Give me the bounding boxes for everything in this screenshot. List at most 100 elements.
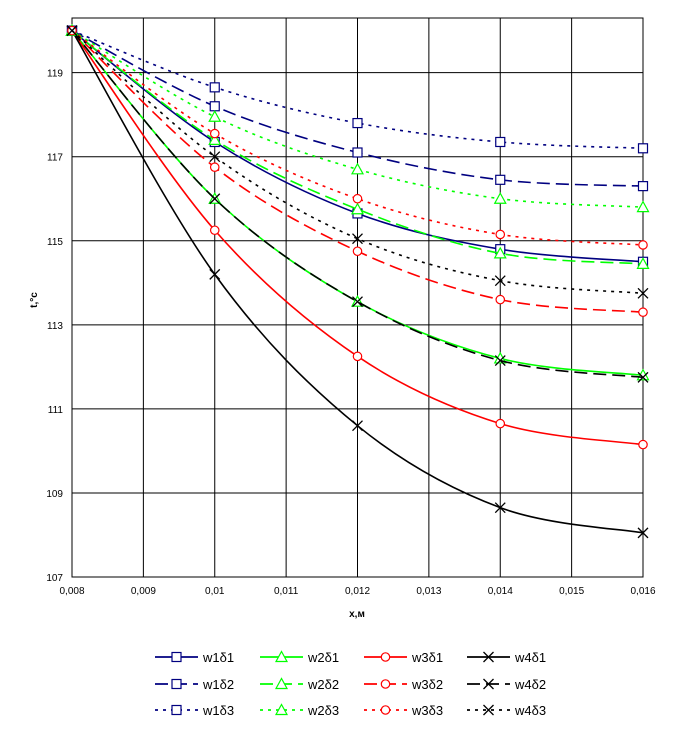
legend-item: w3δ3: [364, 703, 443, 718]
legend-label: w2δ3: [307, 703, 339, 718]
data-point-marker: [352, 420, 363, 432]
series-line: [71, 29, 644, 208]
legend-label: w4δ1: [514, 650, 546, 665]
series-w4δ3: [66, 25, 649, 299]
series-line: [71, 30, 644, 446]
data-point-marker: [350, 162, 365, 175]
legend-item: w2δ3: [260, 703, 339, 718]
data-point-marker: [208, 110, 222, 122]
y-tick-label: 109: [46, 489, 63, 500]
series-line: [71, 30, 644, 314]
x-tick-label: 0,013: [416, 586, 441, 597]
data-point-marker: [352, 351, 363, 362]
tick-labels: 0,008 0,009 0,01 0,011 0,012 0,013 0,014 0,015 0…: [46, 69, 656, 597]
y-axis-label: t,°c: [29, 292, 40, 308]
data-point-marker: [495, 418, 506, 429]
data-point-marker: [638, 307, 648, 318]
legend-marker: [483, 651, 494, 663]
legend-label: w1δ3: [202, 703, 234, 718]
legend-item: w3δ1: [364, 650, 443, 665]
data-point-marker: [495, 294, 506, 305]
legend-label: w3δ1: [411, 650, 443, 665]
x-tick-label: 0,008: [59, 586, 84, 597]
legend-label: w3δ3: [411, 703, 443, 718]
series-line: [71, 30, 644, 295]
data-point-marker: [495, 229, 506, 240]
legend-marker: [483, 704, 494, 716]
x-tick-label: 0,016: [630, 586, 655, 597]
data-point-marker: [209, 225, 220, 236]
y-tick-label: 111: [48, 405, 64, 416]
legend-marker: [171, 704, 182, 716]
data-point-marker: [209, 162, 220, 173]
legend-item: w1δ3: [155, 703, 234, 718]
data-point-marker: [209, 101, 220, 112]
legend-item: w1δ2: [155, 677, 234, 692]
data-point-marker: [638, 439, 648, 450]
data-point-marker: [494, 275, 506, 287]
data-point-marker: [352, 246, 363, 257]
x-tick-label: 0,014: [488, 586, 513, 597]
series-w3δ3: [67, 25, 648, 250]
legend-label: w2δ2: [307, 677, 339, 692]
data-point-marker: [209, 128, 220, 139]
legend-label: w1δ1: [202, 650, 234, 665]
legend-marker: [274, 703, 289, 716]
legend-item: w3δ2: [364, 677, 443, 692]
data-point-marker: [208, 133, 222, 145]
legend-marker: [380, 652, 391, 662]
legend-label: w2δ1: [307, 650, 339, 665]
data-point-marker: [495, 136, 506, 148]
legend-item: w4δ1: [467, 650, 546, 665]
legend-item: w1δ1: [155, 650, 234, 665]
data-point-marker: [494, 502, 506, 514]
data-point-marker: [209, 82, 220, 93]
data-point-marker: [352, 233, 363, 245]
y-tick-label: 117: [47, 153, 63, 164]
data-point-marker: [493, 246, 507, 259]
data-point-marker: [209, 193, 221, 205]
legend-label: w4δ3: [514, 703, 546, 718]
legend-item: w2δ1: [260, 650, 339, 665]
data-point-marker: [637, 181, 649, 192]
data-point-marker: [636, 257, 650, 269]
legend-marker: [274, 650, 289, 663]
data-point-marker: [638, 240, 648, 250]
data-point-marker: [493, 191, 507, 204]
data-point-marker: [352, 147, 363, 158]
series-line: [71, 30, 644, 534]
y-tick-label: 115: [47, 237, 63, 248]
legend-item: w4δ3: [467, 703, 546, 718]
x-axis-label: x,м: [349, 609, 365, 620]
data-point-marker: [495, 174, 506, 185]
legend-item: w2δ2: [260, 677, 339, 692]
data-point-marker: [637, 143, 649, 154]
data-point-marker: [209, 268, 221, 280]
legend: w1δ1 w2δ1 w3δ1 w4δ1 w1δ2 w2δ2 w3δ2 w4δ2 w1δ3 w2δ3…: [155, 650, 546, 718]
legend-marker: [274, 677, 289, 690]
legend-marker: [380, 679, 391, 689]
x-tick-label: 0,015: [559, 586, 584, 597]
series-layer: [65, 23, 650, 539]
y-tick-label: 107: [46, 573, 63, 584]
data-point-marker: [637, 527, 649, 539]
data-point-marker: [209, 151, 221, 163]
x-tick-label: 0,01: [205, 586, 225, 597]
data-point-marker: [637, 287, 649, 299]
y-tick-label: 113: [47, 321, 63, 332]
plot-area-border: [71, 17, 644, 578]
y-tick-label: 119: [47, 69, 63, 80]
data-point-marker: [352, 296, 363, 308]
data-point-marker: [352, 193, 363, 204]
legend-label: w1δ2: [202, 677, 234, 692]
data-point-marker: [494, 355, 506, 367]
data-point-marker: [636, 200, 650, 213]
series-w4δ2: [66, 25, 649, 383]
x-tick-label: 0,012: [345, 586, 370, 597]
legend-marker: [380, 705, 391, 715]
x-tick-label: 0,011: [274, 586, 299, 597]
data-point-marker: [66, 25, 78, 37]
legend-marker: [483, 678, 494, 690]
data-point-marker: [350, 202, 365, 215]
